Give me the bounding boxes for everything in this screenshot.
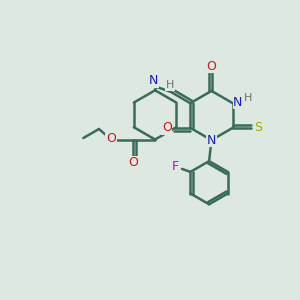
Text: O: O xyxy=(129,156,138,170)
Text: S: S xyxy=(254,121,262,134)
Text: O: O xyxy=(207,60,216,73)
Text: H: H xyxy=(166,80,174,90)
Text: N: N xyxy=(233,96,243,109)
Text: H: H xyxy=(244,93,252,103)
Text: F: F xyxy=(172,160,179,173)
Text: O: O xyxy=(162,121,172,134)
Text: N: N xyxy=(207,134,216,147)
Text: N: N xyxy=(149,74,158,87)
Text: O: O xyxy=(106,132,116,146)
